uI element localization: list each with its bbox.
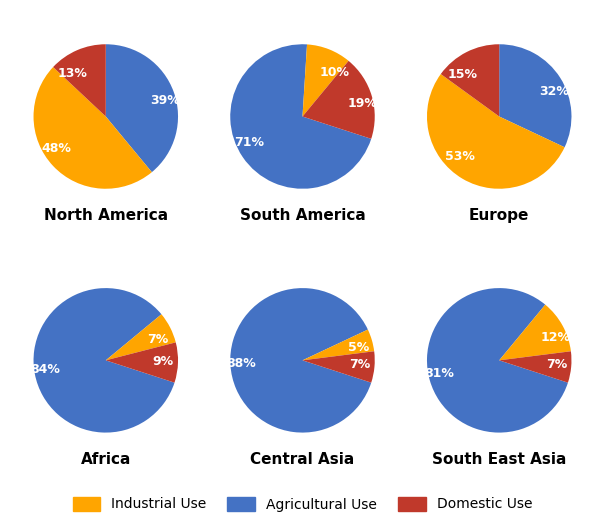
- Wedge shape: [53, 44, 106, 116]
- Text: 12%: 12%: [540, 331, 571, 344]
- Legend: Industrial Use, Agricultural Use, Domestic Use: Industrial Use, Agricultural Use, Domest…: [67, 491, 538, 517]
- Title: Europe: Europe: [469, 208, 529, 223]
- Wedge shape: [427, 288, 568, 433]
- Wedge shape: [499, 351, 572, 383]
- Wedge shape: [441, 44, 499, 116]
- Text: 7%: 7%: [349, 358, 370, 371]
- Wedge shape: [106, 342, 178, 383]
- Wedge shape: [499, 304, 571, 361]
- Text: 53%: 53%: [445, 150, 476, 163]
- Title: Central Asia: Central Asia: [250, 452, 355, 467]
- Wedge shape: [33, 67, 152, 189]
- Wedge shape: [302, 330, 374, 361]
- Wedge shape: [231, 44, 371, 189]
- Text: 48%: 48%: [42, 142, 71, 155]
- Text: 7%: 7%: [148, 333, 169, 345]
- Wedge shape: [106, 44, 178, 172]
- Text: 88%: 88%: [226, 357, 256, 370]
- Title: North America: North America: [44, 208, 168, 223]
- Text: 71%: 71%: [234, 136, 264, 149]
- Text: 84%: 84%: [30, 363, 60, 376]
- Wedge shape: [231, 288, 371, 433]
- Text: 32%: 32%: [539, 85, 569, 98]
- Wedge shape: [33, 288, 174, 433]
- Text: 39%: 39%: [150, 94, 180, 107]
- Title: South America: South America: [240, 208, 365, 223]
- Text: 81%: 81%: [424, 367, 454, 380]
- Wedge shape: [302, 351, 374, 383]
- Text: 15%: 15%: [448, 68, 478, 81]
- Text: 13%: 13%: [57, 67, 87, 80]
- Text: 10%: 10%: [320, 67, 350, 79]
- Title: Africa: Africa: [80, 452, 131, 467]
- Wedge shape: [427, 74, 564, 189]
- Wedge shape: [499, 44, 572, 147]
- Text: 7%: 7%: [546, 358, 567, 371]
- Title: South East Asia: South East Asia: [432, 452, 566, 467]
- Text: 9%: 9%: [152, 355, 174, 368]
- Wedge shape: [106, 314, 176, 361]
- Wedge shape: [302, 61, 374, 139]
- Text: 5%: 5%: [348, 341, 369, 354]
- Wedge shape: [302, 45, 348, 116]
- Text: 19%: 19%: [348, 97, 378, 110]
